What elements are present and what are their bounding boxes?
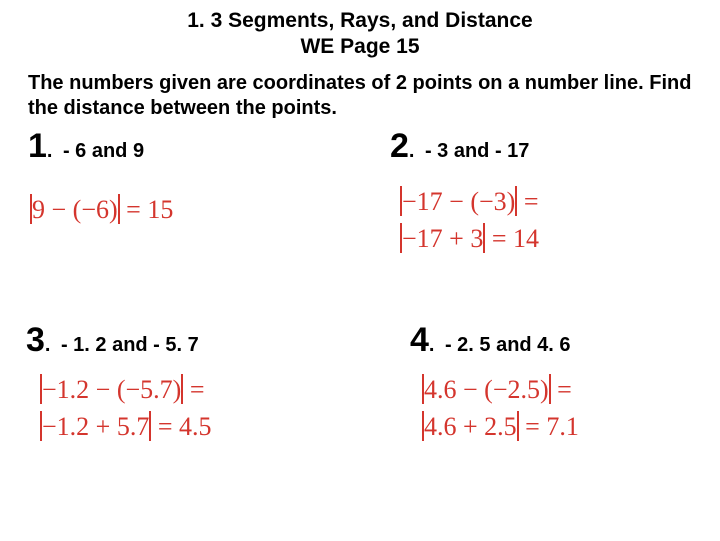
problem-1-number: 1 — [28, 127, 47, 165]
problem-4-question: 4. - 2. 5 and 4. 6 — [410, 321, 579, 360]
problem-1-work: 9 − (−6) = 15 — [30, 192, 173, 227]
problem-1-dot: . — [47, 140, 53, 162]
problem-4: 4. - 2. 5 and 4. 6 4.6 − (−2.5) = 4.6 + … — [410, 321, 579, 444]
problem-2-eq1: −17 − (−3) = — [400, 184, 539, 219]
problem-3: 3. - 1. 2 and - 5. 7 −1.2 − (−5.7) = −1.… — [26, 321, 212, 444]
problems-area: 1. - 6 and 9 9 − (−6) = 15 2. - 3 and - … — [0, 121, 720, 541]
page-heading: 1. 3 Segments, Rays, and Distance WE Pag… — [0, 0, 720, 61]
problem-3-question: 3. - 1. 2 and - 5. 7 — [26, 321, 212, 360]
problem-2-question: 2. - 3 and - 17 — [390, 127, 539, 166]
problem-2-eq2: −17 + 3 = 14 — [400, 221, 539, 256]
problem-3-number: 3 — [26, 321, 45, 359]
problem-2-work: −17 − (−3) = −17 + 3 = 14 — [400, 184, 539, 256]
problem-1-eq1: 9 − (−6) = 15 — [30, 192, 173, 227]
problem-1-text: - 6 and 9 — [57, 140, 144, 162]
problem-3-work: −1.2 − (−5.7) = −1.2 + 5.7 = 4.5 — [40, 372, 212, 444]
problem-4-dot: . — [429, 334, 435, 356]
problem-4-text: - 2. 5 and 4. 6 — [439, 334, 571, 356]
problem-1-question: 1. - 6 and 9 — [28, 127, 173, 166]
problem-4-eq2: 4.6 + 2.5 = 7.1 — [422, 409, 579, 444]
problem-2-dot: . — [409, 140, 415, 162]
title-line-2: WE Page 15 — [0, 34, 720, 60]
problem-4-work: 4.6 − (−2.5) = 4.6 + 2.5 = 7.1 — [422, 372, 579, 444]
problem-2-number: 2 — [390, 127, 409, 165]
problem-3-eq1: −1.2 − (−5.7) = — [40, 372, 212, 407]
title-line-1: 1. 3 Segments, Rays, and Distance — [0, 8, 720, 34]
intro-text: The numbers given are coordinates of 2 p… — [0, 61, 720, 121]
problem-2: 2. - 3 and - 17 −17 − (−3) = −17 + 3 = 1… — [390, 127, 539, 256]
problem-4-number: 4 — [410, 321, 429, 359]
problem-3-dot: . — [45, 334, 51, 356]
problem-3-eq2: −1.2 + 5.7 = 4.5 — [40, 409, 212, 444]
problem-4-eq1: 4.6 − (−2.5) = — [422, 372, 579, 407]
problem-2-text: - 3 and - 17 — [419, 140, 529, 162]
problem-3-text: - 1. 2 and - 5. 7 — [55, 334, 199, 356]
problem-1: 1. - 6 and 9 9 − (−6) = 15 — [28, 127, 173, 227]
